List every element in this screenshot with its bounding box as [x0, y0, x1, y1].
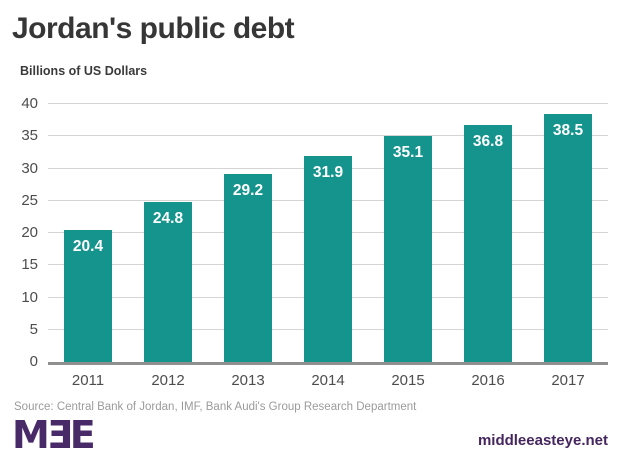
- bar-value-label-2011: 20.4: [72, 238, 104, 256]
- bar-slot-2016: 36.8: [448, 104, 528, 362]
- bar-2014: 31.9: [304, 156, 352, 362]
- x-tick-label-2014: 2014: [311, 372, 345, 389]
- bar-slot-2017: 38.5: [528, 104, 608, 362]
- y-tick-label-30: 30: [21, 159, 38, 177]
- bar-value-label-2017: 38.5: [552, 121, 584, 139]
- x-tick-label-2017: 2017: [551, 372, 585, 389]
- y-tick-label-5: 5: [29, 320, 38, 338]
- x-tick-label-2015: 2015: [391, 372, 425, 389]
- bar-slot-2015: 35.1: [368, 104, 448, 362]
- bar-2011: 20.4: [64, 230, 112, 362]
- x-tick-label-2011: 2011: [71, 372, 105, 389]
- bar-value-label-2015: 35.1: [392, 143, 424, 161]
- y-tick-label-40: 40: [21, 95, 38, 112]
- x-tick-label-2016: 2016: [471, 372, 505, 389]
- bar-value-label-2012: 24.8: [152, 210, 184, 228]
- bar-value-label-2016: 36.8: [472, 132, 504, 150]
- mee-logo: MƎE: [12, 413, 96, 457]
- x-axis-labels: 2011 2012 2013 2014 2015 2016 2017: [48, 372, 608, 389]
- y-tick-label-10: 10: [21, 288, 38, 306]
- y-tick-label-20: 20: [21, 224, 38, 241]
- bar-slot-2012: 24.8: [128, 104, 208, 362]
- bar-2017: 38.5: [544, 113, 592, 362]
- gridline-35: [48, 135, 608, 137]
- y-tick-label-35: 35: [21, 127, 38, 145]
- bar-slot-2014: 31.9: [288, 104, 368, 362]
- bars-container: 20.4 24.8 29.2 31.9 35.1 36.8 38.5: [48, 104, 608, 362]
- y-tick-label-15: 15: [21, 256, 38, 274]
- x-tick-label-2012: 2012: [151, 372, 185, 389]
- bar-2016: 36.8: [464, 124, 512, 362]
- y-axis-unit-label: Billions of US Dollars: [20, 64, 148, 78]
- bar-chart: 0 5 10 15 20 25 30 35 40 20.4 24.8 29.2 31.9 35.1 36.…: [0, 95, 608, 370]
- source-note: Source: Central Bank of Jordan, IMF, Ban…: [14, 401, 417, 413]
- bar-slot-2013: 29.2: [208, 104, 288, 362]
- x-tick-label-2013: 2013: [231, 372, 265, 389]
- bar-2013: 29.2: [224, 173, 272, 362]
- bar-2012: 24.8: [144, 202, 192, 362]
- y-axis-labels: 0 5 10 15 20 25 30 35 40: [0, 95, 38, 370]
- gridline-40: [48, 103, 608, 104]
- plot-area: 20.4 24.8 29.2 31.9 35.1 36.8 38.5: [48, 103, 608, 365]
- bar-slot-2011: 20.4: [48, 104, 128, 362]
- chart-title: Jordan's public debt: [12, 12, 295, 45]
- bar-value-label-2014: 31.9: [312, 164, 344, 182]
- y-tick-label-25: 25: [21, 191, 38, 209]
- y-tick-label-0: 0: [29, 353, 38, 370]
- bar-value-label-2013: 29.2: [232, 181, 264, 199]
- bar-2015: 35.1: [384, 135, 432, 362]
- website-text: middleeasteye.net: [477, 432, 608, 449]
